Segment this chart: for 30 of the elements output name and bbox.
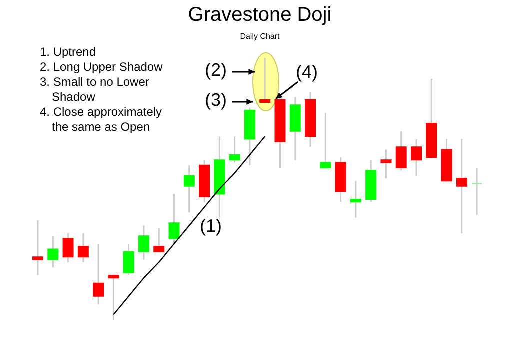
chart-title: Gravestone Doji [187, 4, 333, 27]
candlestick [472, 167, 483, 216]
candlestick [229, 136, 240, 164]
candlestick [168, 193, 180, 245]
candlestick [184, 164, 195, 214]
candlestick [78, 232, 89, 264]
annotation: (3) [205, 90, 227, 111]
chart-subtitle: Daily Chart [239, 32, 281, 41]
candlestick [48, 235, 59, 268]
annotation: 1. Uptrend [40, 45, 98, 60]
candlestick [260, 57, 271, 104]
candlestick [456, 138, 468, 234]
annotation: 3. Small to no Lower Shadow [40, 75, 150, 105]
candlestick [93, 243, 104, 306]
candlestick [320, 112, 332, 169]
candlestick [380, 148, 392, 180]
candlestick [108, 274, 120, 321]
annotation: (2) [205, 60, 227, 81]
candlestick [62, 232, 74, 264]
annotation: 2. Long Upper Shadow [40, 60, 164, 75]
candlestick [138, 224, 150, 260]
candlestick [123, 243, 134, 276]
candlestick [32, 220, 44, 276]
candlestick [411, 138, 422, 177]
annotation: (4) [296, 62, 318, 83]
annotation: (1) [200, 216, 222, 237]
candlestick [154, 228, 165, 253]
annotation: 4. Close approximately the same as Open [40, 105, 164, 135]
candlestick [350, 180, 362, 219]
candlestick [396, 130, 407, 172]
